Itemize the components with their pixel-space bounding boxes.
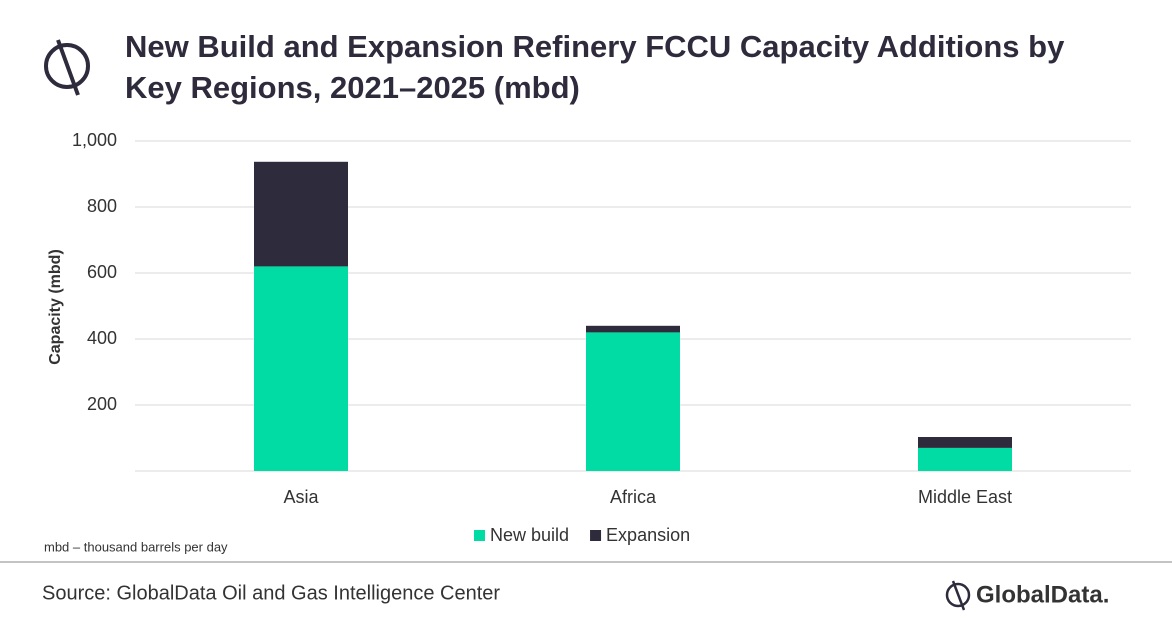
chart-title: New Build and Expansion Refinery FCCU Ca… [125,29,1065,105]
source: Source: GlobalData Oil and Gas Intellige… [42,582,500,604]
bar-segment [586,332,680,471]
legend-label: Expansion [606,525,690,545]
bar-segment [254,266,348,471]
bar-segment [586,325,680,333]
bar-segment [254,161,348,267]
y-axis-label: Capacity (mbd) [47,249,64,365]
legend-swatch [590,530,602,541]
x-tick-label: Africa [610,487,657,507]
bar-segment [918,437,1012,448]
bar-segment [918,447,1012,471]
x-tick-label: Middle East [918,487,1012,507]
legend-swatch [474,530,485,541]
logo-icon [44,39,90,96]
legend-label: New build [490,525,569,545]
x-tick-label: Asia [283,487,319,507]
y-tick-label: 200 [87,394,117,414]
brand-icon [945,580,971,611]
y-tick-label: 800 [87,196,117,216]
y-tick-label: 600 [87,262,117,282]
note: mbd – thousand barrels per day [44,539,228,554]
y-tick-label: 400 [87,328,117,348]
y-tick-label: 1,000 [72,130,117,150]
brand: GlobalData. [976,581,1109,608]
